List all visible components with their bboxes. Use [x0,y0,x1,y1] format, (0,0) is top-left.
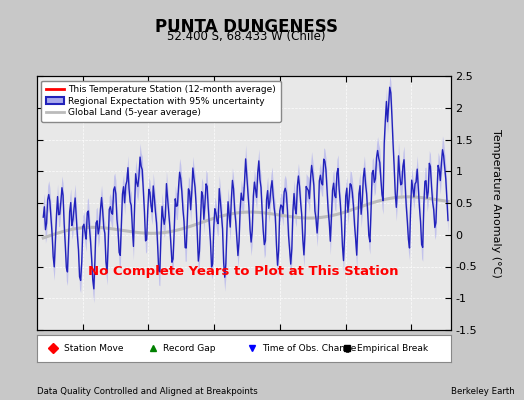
Text: PUNTA DUNGENESS: PUNTA DUNGENESS [155,18,338,36]
Text: 52.400 S, 68.433 W (Chile): 52.400 S, 68.433 W (Chile) [167,30,325,43]
Text: No Complete Years to Plot at This Station: No Complete Years to Plot at This Statio… [89,265,399,278]
Text: Record Gap: Record Gap [163,344,215,353]
Text: Station Move: Station Move [63,344,123,353]
Text: Empirical Break: Empirical Break [357,344,429,353]
Text: Berkeley Earth: Berkeley Earth [451,387,515,396]
Text: Time of Obs. Change: Time of Obs. Change [263,344,357,353]
Y-axis label: Temperature Anomaly (°C): Temperature Anomaly (°C) [491,129,501,277]
Text: Data Quality Controlled and Aligned at Breakpoints: Data Quality Controlled and Aligned at B… [37,387,257,396]
Legend: This Temperature Station (12-month average), Regional Expectation with 95% uncer: This Temperature Station (12-month avera… [41,80,280,122]
